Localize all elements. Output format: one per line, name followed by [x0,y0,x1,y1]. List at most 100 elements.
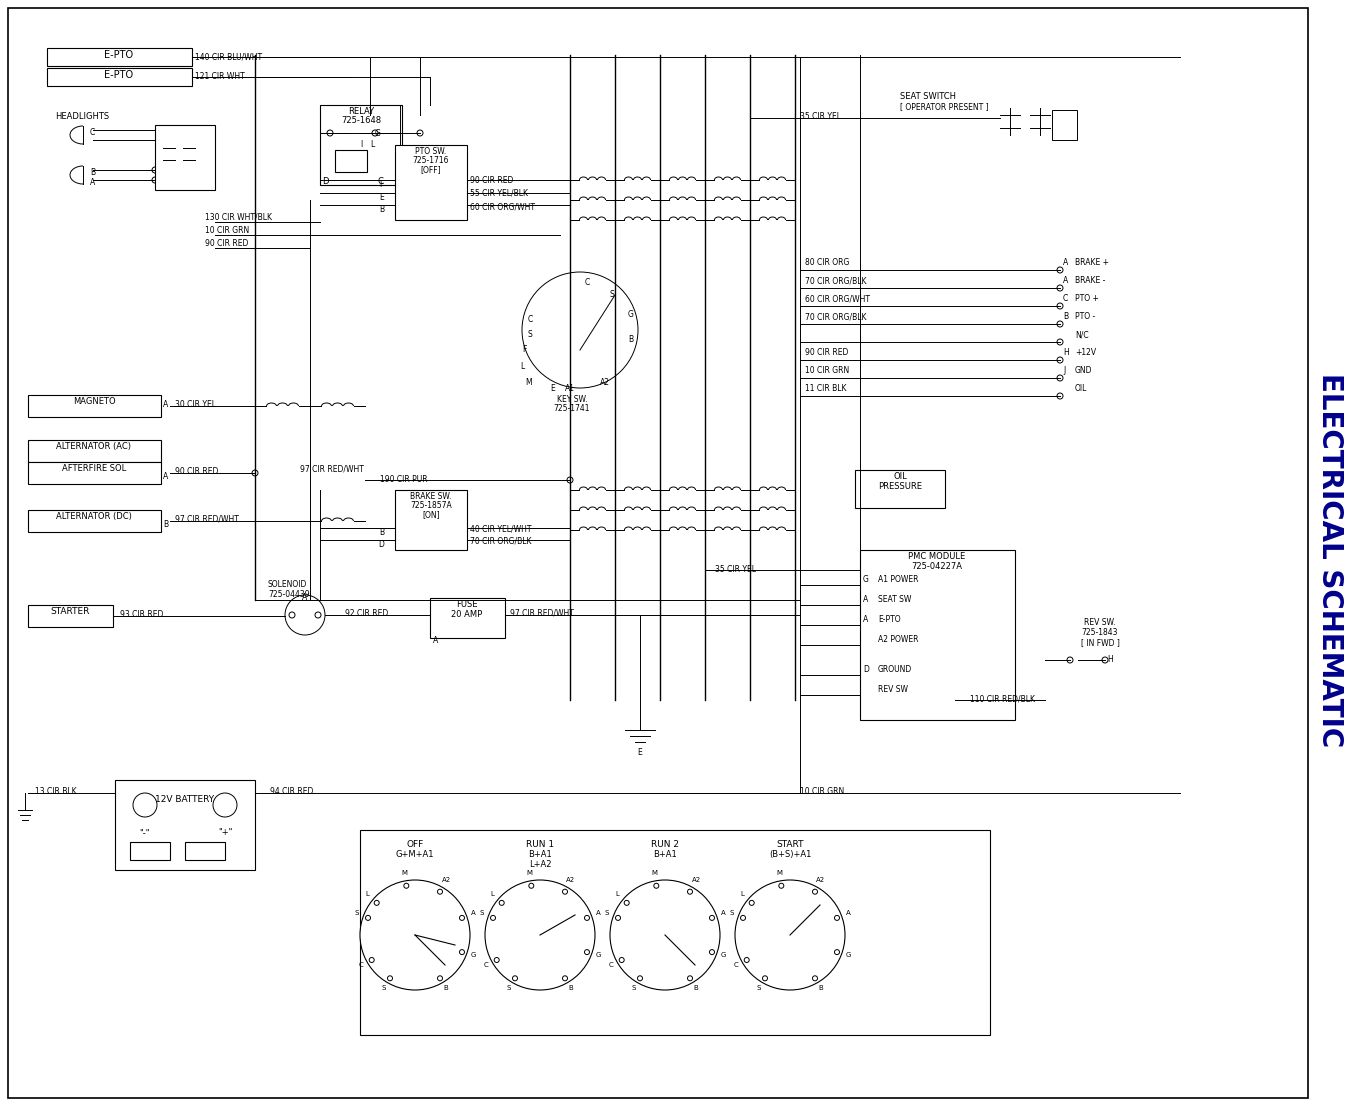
Circle shape [289,612,295,618]
Circle shape [813,889,818,894]
Text: REV SW.: REV SW. [1084,618,1115,627]
Text: A: A [164,400,168,409]
Text: J: J [1063,366,1065,375]
Circle shape [132,793,157,817]
Text: D: D [322,177,329,186]
Text: [OFF]: [OFF] [420,165,441,174]
Text: BRAKE SW.: BRAKE SW. [410,492,452,501]
Text: A: A [863,615,868,624]
Text: L: L [521,362,525,371]
Text: [ OPERATOR PRESENT ]: [ OPERATOR PRESENT ] [900,102,988,111]
Text: B: B [164,520,168,529]
Text: B: B [379,528,384,538]
Text: 70 CIR ORG/BLK: 70 CIR ORG/BLK [470,536,531,545]
Text: BRAKE +: BRAKE + [1075,258,1109,267]
Text: G: G [627,310,634,319]
Circle shape [562,975,568,981]
Text: 10 CIR GRN: 10 CIR GRN [206,226,249,234]
Text: 94 CIR RED: 94 CIR RED [270,787,314,796]
Text: 60 CIR ORG/WHT: 60 CIR ORG/WHT [804,294,869,303]
Circle shape [365,916,370,920]
Circle shape [151,167,158,173]
Text: L+A2: L+A2 [529,860,552,869]
Text: A1: A1 [565,384,575,393]
Circle shape [688,975,692,981]
Text: C: C [1063,294,1068,303]
Text: 70 CIR ORG/BLK: 70 CIR ORG/BLK [804,312,867,321]
Text: C: C [734,962,738,968]
Text: B+A1: B+A1 [653,851,677,859]
Text: D: D [379,540,384,549]
Bar [28,440,161,462]
Circle shape [404,884,408,888]
Text: 725-04227A: 725-04227A [911,562,963,571]
Text: A: A [863,595,868,604]
Text: ALTERNATOR (DC): ALTERNATOR (DC) [55,512,132,521]
Bar [47,67,192,86]
Text: RELAY: RELAY [347,107,375,116]
Text: S: S [610,290,615,299]
Circle shape [615,916,621,920]
Bar [28,605,114,627]
Text: B: B [443,984,449,991]
Circle shape [638,975,642,981]
Circle shape [485,880,595,990]
Text: S: S [480,910,484,916]
Text: 725-1843: 725-1843 [1082,628,1118,637]
Text: S: S [604,910,608,916]
Text: "-": "-" [139,828,150,837]
Text: 90 CIR RED: 90 CIR RED [206,239,249,248]
Circle shape [388,975,392,981]
Text: C: C [358,962,364,968]
Text: STARTER: STARTER [50,607,89,616]
Text: 725-1716: 725-1716 [412,156,449,165]
Text: PMC MODULE: PMC MODULE [909,552,965,561]
Circle shape [372,131,379,136]
Text: F: F [522,345,526,354]
Text: H: H [1107,655,1113,664]
Text: 10 CIR GRN: 10 CIR GRN [800,787,844,796]
Bar [860,550,1015,720]
Text: B: B [694,984,699,991]
Circle shape [491,916,496,920]
Text: B+A1: B+A1 [529,851,552,859]
Text: A: A [596,910,600,916]
Text: L: L [741,891,745,897]
Circle shape [438,975,442,981]
Bar [430,598,506,638]
Circle shape [813,975,818,981]
Text: A2: A2 [442,877,450,884]
Circle shape [416,131,423,136]
Text: 80 CIR ORG: 80 CIR ORG [804,258,849,267]
Circle shape [522,272,638,388]
Circle shape [779,884,784,888]
Text: F: F [380,180,384,189]
Text: C: C [608,962,614,968]
Circle shape [460,950,465,954]
Circle shape [375,900,379,906]
Text: GROUND: GROUND [877,665,913,674]
Bar [1052,109,1078,140]
Circle shape [562,889,568,894]
Text: 93 CIR RED: 93 CIR RED [120,611,164,619]
Text: S: S [757,984,761,991]
Text: S: S [354,910,358,916]
Circle shape [285,595,324,635]
Circle shape [584,916,589,920]
Circle shape [1067,657,1073,662]
Circle shape [834,916,840,920]
Text: 55 CIR YEL/BLK: 55 CIR YEL/BLK [470,189,529,198]
Circle shape [1057,267,1063,273]
Bar [395,145,466,220]
Text: MAGNETO: MAGNETO [73,397,115,406]
Text: 30 CIR YEL: 30 CIR YEL [174,400,216,409]
Text: 130 CIR WHT/BLK: 130 CIR WHT/BLK [206,213,272,222]
Circle shape [1057,285,1063,291]
Bar [115,780,256,870]
Text: 110 CIR RED/BLK: 110 CIR RED/BLK [969,695,1036,705]
Circle shape [688,889,692,894]
Text: A: A [1063,258,1068,267]
Text: START: START [776,839,803,849]
Circle shape [619,958,625,962]
Text: (B+S)+A1: (B+S)+A1 [769,851,811,859]
